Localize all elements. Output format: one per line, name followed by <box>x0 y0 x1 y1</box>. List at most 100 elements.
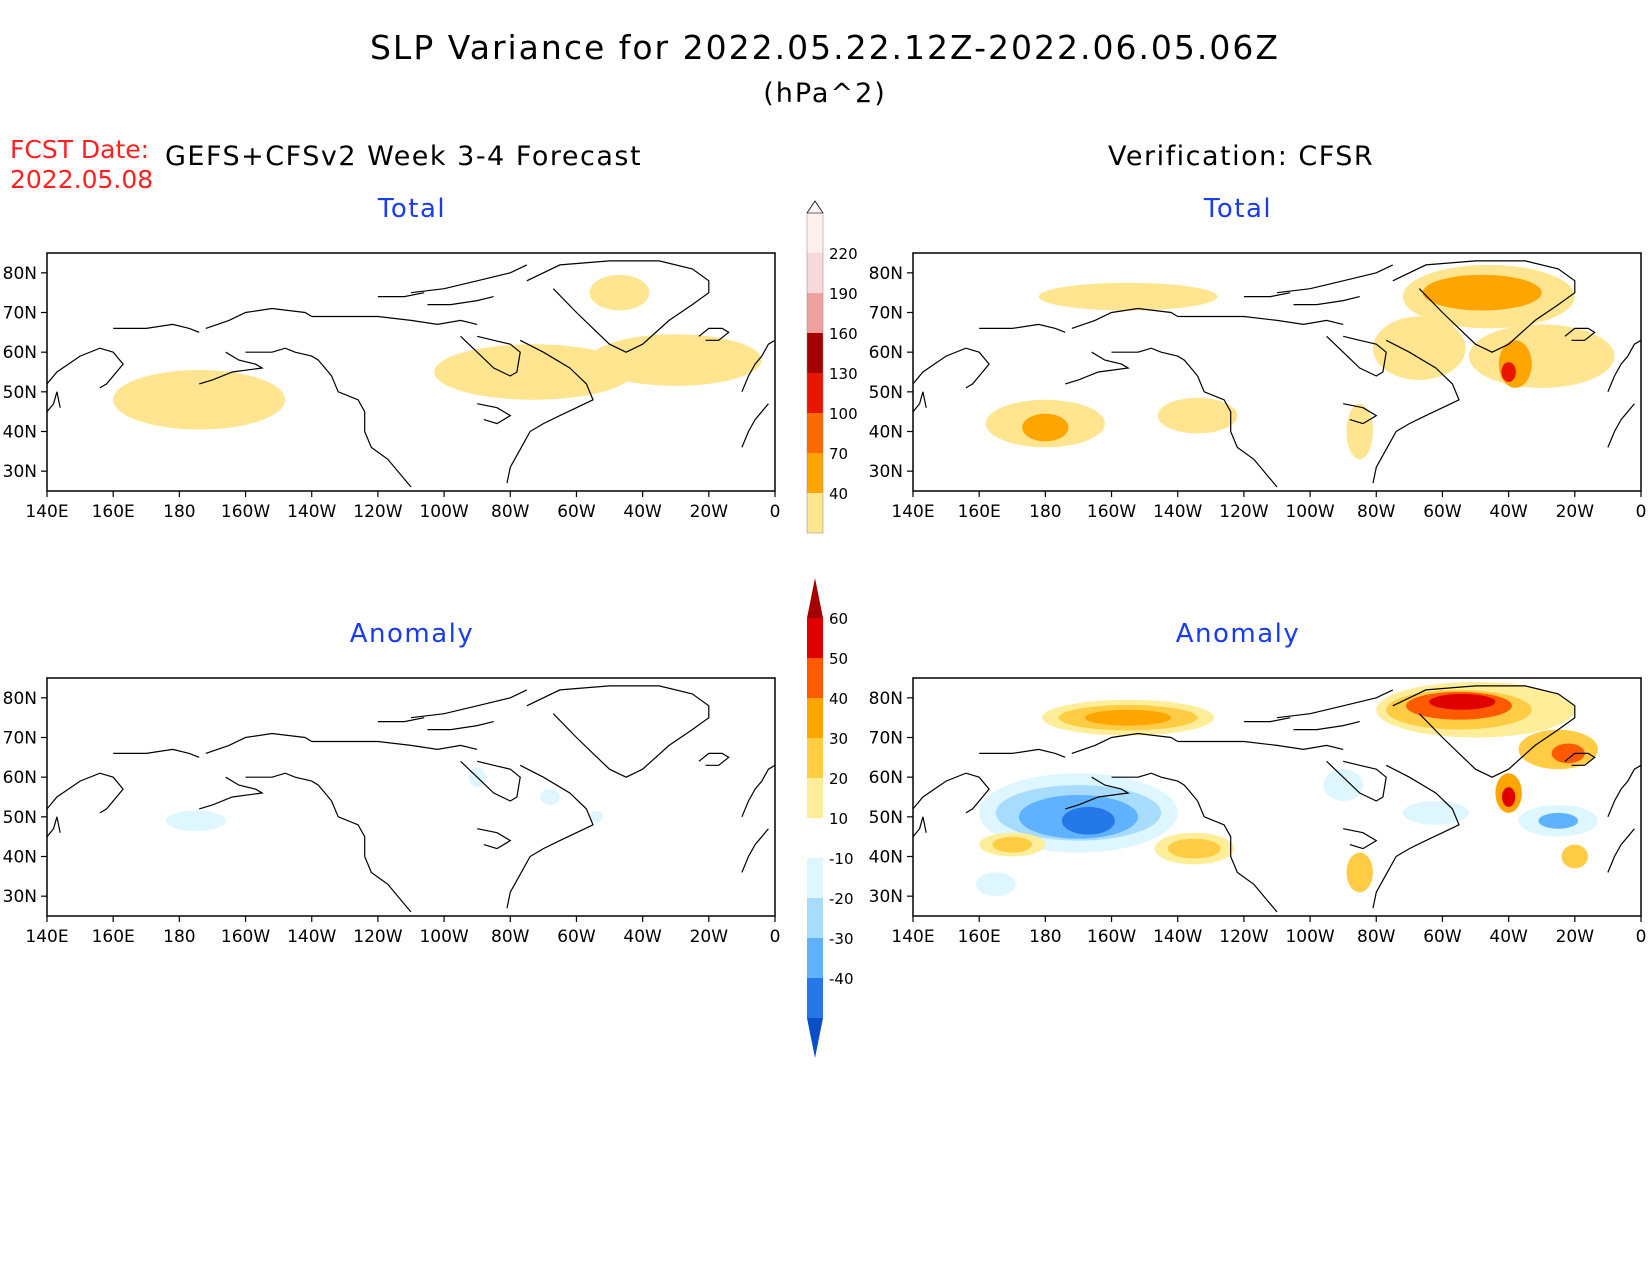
coastline <box>1392 685 1576 778</box>
lon-label: 0 <box>770 502 781 522</box>
lat-label: 40N <box>869 423 903 443</box>
contour-fill-40 <box>1468 324 1615 388</box>
contour-fill-40 <box>1346 403 1373 460</box>
colorbar-anomaly-top-arrow <box>807 578 823 618</box>
lon-label: 0 <box>1636 927 1647 947</box>
lon-label: 160W <box>1087 502 1136 522</box>
lat-label: 70N <box>3 729 37 749</box>
contour-fill-70 <box>1022 413 1069 442</box>
lat-label: 70N <box>869 304 903 324</box>
coastline <box>506 339 594 484</box>
lat-label: 80N <box>869 689 903 709</box>
coastline <box>427 721 494 731</box>
contour-fill-70 <box>1422 274 1542 311</box>
verification-heading: Verification: CFSR <box>1108 141 1375 172</box>
contour-fill-70 <box>1498 340 1532 388</box>
lon-label: 120W <box>353 502 402 522</box>
coastline <box>1392 260 1576 353</box>
lon-label: 100W <box>419 502 468 522</box>
figure-units: (hPa^2) <box>763 78 887 109</box>
lat-label: 40N <box>869 848 903 868</box>
colorbar-total-box <box>807 413 823 453</box>
contour-fill-40 <box>1551 743 1585 764</box>
figure-title: SLP Variance for 2022.05.22.12Z-2022.06.… <box>369 28 1281 67</box>
contour-fill-40 <box>589 274 650 311</box>
map-frame <box>46 677 776 917</box>
lon-label: 140W <box>1153 502 1202 522</box>
lon-label: 160E <box>92 502 135 522</box>
lon-label: 140E <box>891 927 934 947</box>
lat-label: 30N <box>3 462 37 482</box>
coastline <box>1293 721 1360 731</box>
contour-fill-10 <box>1376 681 1575 738</box>
colorbar-total-top-arrow <box>806 200 824 214</box>
coastline <box>1243 292 1291 298</box>
contour-fill--10 <box>468 767 486 788</box>
lon-label: 180 <box>1029 927 1061 947</box>
coastline <box>1071 307 1179 329</box>
coastline <box>331 375 412 488</box>
lat-label: 80N <box>3 689 37 709</box>
colorbar-anomaly-box <box>807 978 823 1018</box>
colorbar-total-box <box>807 453 823 493</box>
coastline <box>1197 375 1278 488</box>
colorbar-anomaly-box <box>807 858 823 898</box>
coastline <box>1111 772 1199 802</box>
lon-label: 80W <box>1357 927 1396 947</box>
colorbar-total: 40 70 100 130 160 190 220 <box>806 200 858 534</box>
coastline <box>698 327 730 341</box>
coastline <box>410 689 528 719</box>
colorbar-anomaly-label: 60 <box>829 610 848 628</box>
contour-fill-20 <box>1561 844 1589 869</box>
lon-label: 0 <box>1636 502 1647 522</box>
lat-label: 30N <box>869 462 903 482</box>
colorbar-anomaly-box <box>807 738 823 778</box>
coastline <box>526 685 710 778</box>
coastline <box>1343 828 1378 850</box>
colorbar-total-box <box>807 253 823 293</box>
coastline <box>1065 351 1130 385</box>
panel-title-forecast-total: Total <box>377 194 447 224</box>
contour-fill-20 <box>1058 704 1198 731</box>
contour-fill-40 <box>1372 316 1466 380</box>
lat-label: 60N <box>3 768 37 788</box>
contour-fill-50 <box>1502 787 1516 807</box>
lon-label: 0 <box>770 927 781 947</box>
contour-fill-20 <box>1518 729 1598 770</box>
coastline <box>1607 403 1635 448</box>
panel-title-verification-anomaly: Anomaly <box>1175 619 1301 649</box>
coastline <box>47 391 61 413</box>
lat-label: 50N <box>869 383 903 403</box>
colorbar-total-box <box>807 333 823 373</box>
forecast-total-map: 80N 70N 60N 50N 40N 30N 140E 160E 180 160W 140W 120… <box>3 252 781 522</box>
lat-label: 80N <box>869 264 903 284</box>
coastline <box>245 347 333 377</box>
coastline <box>331 800 412 913</box>
coastline <box>113 748 200 758</box>
coastline <box>1293 296 1360 306</box>
coastline <box>979 323 1066 333</box>
contour-fill-30 <box>1085 709 1172 726</box>
lat-label: 70N <box>3 304 37 324</box>
colorbar-anomaly-label: 20 <box>829 770 848 788</box>
contour-fill--10 <box>1323 769 1364 801</box>
lon-label: 20W <box>1556 502 1595 522</box>
contour-fill-40 <box>1038 282 1218 311</box>
contour-fill-40 <box>113 370 286 430</box>
contour-fill-40 <box>1406 691 1512 720</box>
colorbar-anomaly-box <box>807 818 823 858</box>
lon-label: 60W <box>557 502 596 522</box>
fcst-date-label: FCST Date: <box>10 135 150 164</box>
coastline <box>1276 264 1394 294</box>
coastline <box>1197 800 1278 913</box>
contour-fill-10 <box>1042 699 1215 736</box>
colorbar-anomaly-label: -20 <box>829 890 854 908</box>
contour-fill--30 <box>1018 795 1139 839</box>
lon-label: 80W <box>491 927 530 947</box>
lon-label: 100W <box>419 927 468 947</box>
colorbar-total-label: 220 <box>829 245 858 263</box>
verification-total-map: 80N 70N 60N 50N 40N 30N 140E 160E 180 160W 140W 120… <box>869 252 1647 522</box>
colorbar-anomaly-label: 10 <box>829 810 848 828</box>
coastline <box>913 347 990 389</box>
colorbar-total-label: 190 <box>829 285 858 303</box>
